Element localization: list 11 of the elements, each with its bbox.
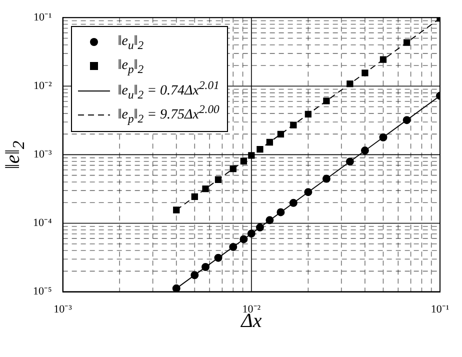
y-tick-label: 10⁻³ bbox=[34, 148, 53, 161]
legend-label: ‖e$_{p}$‖$_{2}$ = 9.75Δx$^{2.00}$ bbox=[118, 103, 220, 126]
y-tick-label: 10⁻¹ bbox=[34, 11, 52, 24]
x-tick-label: 10⁻³ bbox=[54, 303, 73, 316]
y-tick-label: 10⁻⁵ bbox=[32, 286, 52, 298]
x-tick-label: 10⁻¹ bbox=[430, 303, 450, 316]
y-tick-label: 10⁻⁴ bbox=[32, 217, 52, 230]
legend-label: ‖e$_{u}$‖$_{2}$ bbox=[118, 34, 144, 52]
y-tick-label: 10⁻² bbox=[34, 80, 53, 92]
legend-label: ‖e$_{u}$‖$_{2}$ = 0.74Δx$^{2.01}$ bbox=[118, 79, 220, 102]
legend-label: ‖e$_{p}$‖$_{2}$ bbox=[118, 58, 144, 76]
